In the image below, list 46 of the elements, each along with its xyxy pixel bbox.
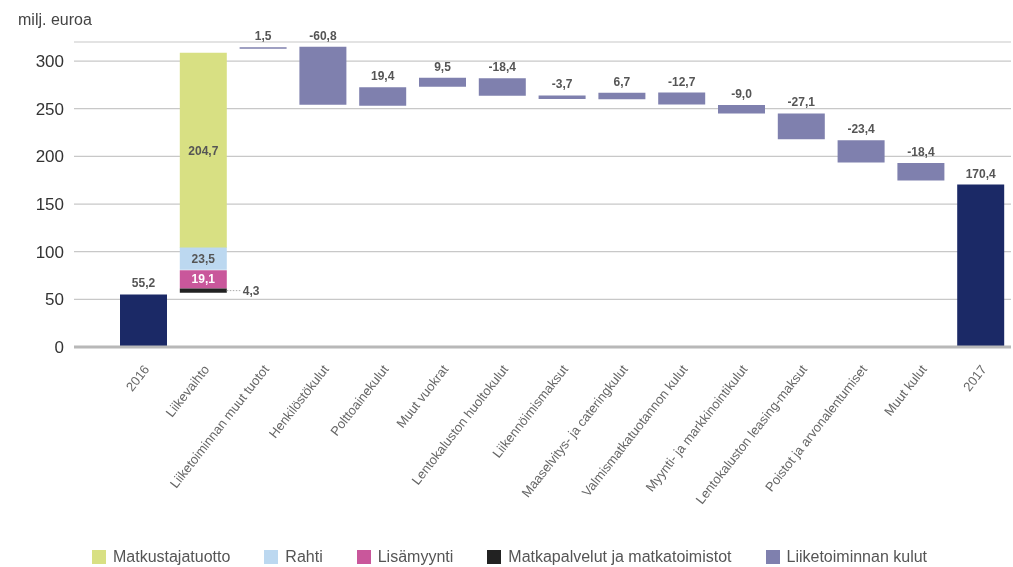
y-tick-label: 0 [54, 338, 64, 358]
data-label: -3,7 [551, 77, 573, 92]
data-label: 55,2 [131, 276, 156, 291]
bar [598, 92, 646, 100]
bar [897, 163, 945, 181]
bar [658, 92, 706, 105]
y-tick-label: 200 [35, 147, 64, 167]
bar [299, 46, 347, 105]
data-label: 9,5 [434, 59, 452, 74]
bar [478, 78, 526, 96]
bar [538, 95, 586, 99]
data-label: 6,7 [613, 74, 631, 89]
bar [419, 77, 466, 87]
bar [957, 184, 1005, 347]
legend-label: Liiketoiminnan kulut [786, 548, 928, 566]
data-label: 170,4 [965, 166, 997, 181]
y-axis-title: milj. euroa [18, 11, 92, 29]
bar [777, 113, 825, 140]
data-label: -27,1 [787, 95, 816, 110]
data-label: -12,7 [668, 74, 696, 89]
legend-label: Rahti [285, 548, 323, 566]
legend-label: Lisämyynti [377, 548, 454, 566]
data-label: 19,4 [371, 69, 395, 84]
data-label: 1,5 [254, 29, 272, 44]
data-label: 19,1 [191, 272, 216, 287]
legend-label: Matkapalvelut ja matkatoimistot [508, 548, 732, 566]
y-tick-label: 300 [35, 52, 64, 72]
y-tick-label: 50 [45, 290, 64, 310]
data-label: -23,4 [847, 122, 876, 137]
y-tick-label: 250 [35, 99, 64, 119]
data-label: -60,8 [309, 28, 337, 43]
data-label: -18,4 [907, 145, 935, 160]
data-label: 204,7 [188, 143, 219, 158]
data-label: -18,4 [488, 60, 517, 75]
y-tick-label: 150 [35, 195, 64, 215]
data-label: 23,5 [191, 251, 216, 266]
bar [837, 140, 885, 163]
bar [179, 288, 227, 293]
bar [120, 294, 167, 347]
bar [718, 104, 765, 114]
bar [359, 87, 407, 106]
y-tick-label: 100 [35, 242, 64, 262]
data-label: 4,3 [242, 283, 260, 298]
legend-label: Matkustajatuotto [112, 548, 231, 566]
bar [179, 52, 227, 248]
data-label: -9,0 [731, 86, 753, 101]
